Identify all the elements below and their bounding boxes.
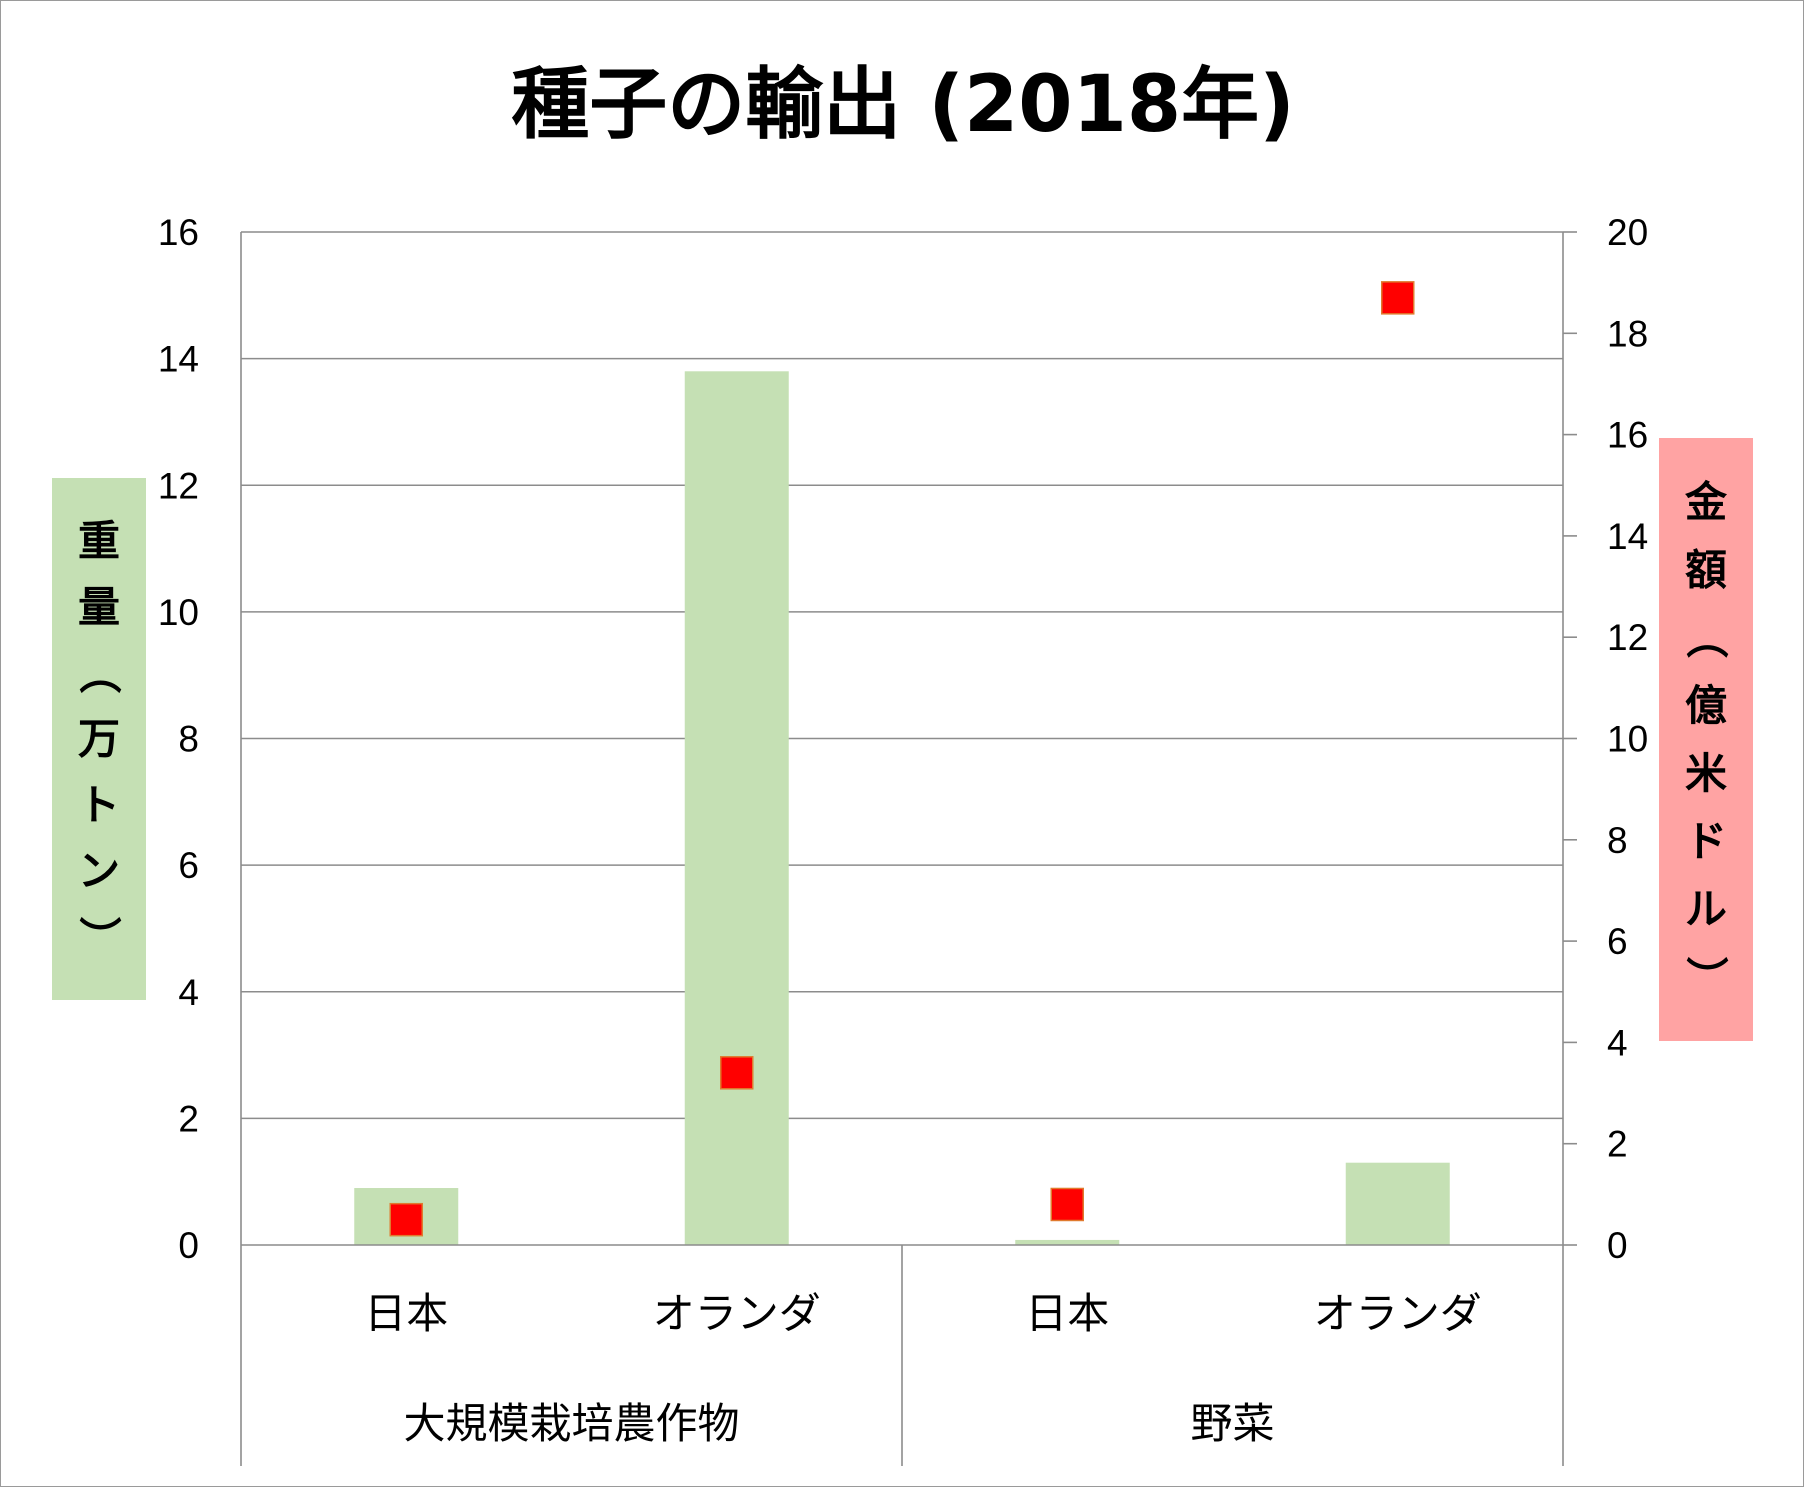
left-axis-title-char: 万 bbox=[78, 715, 120, 764]
bar-series bbox=[354, 371, 1450, 1246]
bar bbox=[684, 371, 789, 1246]
left-tick-label: 12 bbox=[158, 465, 199, 506]
right-axis-title-char: ド bbox=[1685, 817, 1727, 866]
right-axis-title-char: ） bbox=[1682, 956, 1731, 998]
right-tick-label: 0 bbox=[1607, 1225, 1628, 1266]
group-label: 大規模栽培農作物 bbox=[403, 1399, 739, 1448]
right-axis-title-char: 額 bbox=[1685, 545, 1727, 594]
marker bbox=[1381, 281, 1415, 315]
left-tick-label: 16 bbox=[158, 212, 199, 253]
right-axis-title-bg bbox=[1659, 438, 1753, 1041]
right-tick-label: 20 bbox=[1607, 212, 1648, 253]
chart-title: 種子の輸出 (2018年) bbox=[511, 60, 1295, 150]
marker bbox=[1050, 1187, 1084, 1222]
left-tick-label: 0 bbox=[178, 1225, 199, 1266]
right-axis-title-char: ル bbox=[1685, 885, 1727, 934]
left-axis-ticks: 0 2 4 6 8 10 12 14 16 bbox=[158, 212, 199, 1266]
left-axis-title-char: （ bbox=[75, 652, 124, 694]
right-tick-label: 2 bbox=[1607, 1124, 1628, 1165]
marker bbox=[720, 1056, 754, 1090]
category-label: 日本 bbox=[364, 1289, 448, 1338]
right-tick-label: 4 bbox=[1607, 1022, 1628, 1063]
right-axis-title-char: 金 bbox=[1684, 477, 1728, 526]
right-tick-label: 18 bbox=[1607, 313, 1648, 354]
left-tick-label: 8 bbox=[178, 719, 199, 760]
right-tick-label: 14 bbox=[1607, 516, 1648, 557]
right-axis-title-char: （ bbox=[1682, 617, 1731, 659]
left-tick-label: 2 bbox=[178, 1098, 199, 1139]
right-tick-label: 16 bbox=[1607, 415, 1648, 456]
bar bbox=[1015, 1239, 1120, 1245]
left-tick-label: 14 bbox=[158, 339, 199, 380]
right-tick-label: 6 bbox=[1607, 921, 1628, 962]
left-axis-title: 重量 （ 万トン ） bbox=[52, 478, 146, 1000]
right-axis-ticks: 0 2 4 6 8 10 12 14 16 18 20 bbox=[1607, 212, 1648, 1266]
right-axis-title-char: 億 bbox=[1685, 681, 1727, 730]
left-axis-title-char: ト bbox=[78, 781, 120, 830]
left-axis-title-char: 重 bbox=[78, 517, 120, 566]
gridlines bbox=[241, 231, 1563, 1120]
left-axis-title-bg bbox=[52, 478, 146, 1000]
left-axis-title-char: ン bbox=[78, 847, 120, 896]
left-tick-label: 6 bbox=[178, 845, 199, 886]
category-label: オランダ bbox=[653, 1289, 821, 1338]
left-axis-title-char: ） bbox=[75, 916, 124, 958]
right-tick-label: 8 bbox=[1607, 820, 1628, 861]
left-tick-label: 4 bbox=[178, 972, 199, 1013]
category-label: 日本 bbox=[1025, 1289, 1109, 1338]
left-tick-label: 10 bbox=[158, 592, 199, 633]
marker-series bbox=[389, 281, 1415, 1237]
right-tick-label: 12 bbox=[1607, 617, 1648, 658]
axes bbox=[240, 231, 1577, 1466]
right-axis-title-char: 米 bbox=[1685, 749, 1727, 798]
right-tick-label: 10 bbox=[1607, 719, 1648, 760]
category-label: オランダ bbox=[1314, 1289, 1482, 1338]
group-label: 野菜 bbox=[1190, 1399, 1274, 1448]
marker bbox=[389, 1202, 423, 1237]
left-axis-title-char: 量 bbox=[78, 583, 120, 632]
bar bbox=[1345, 1162, 1450, 1245]
